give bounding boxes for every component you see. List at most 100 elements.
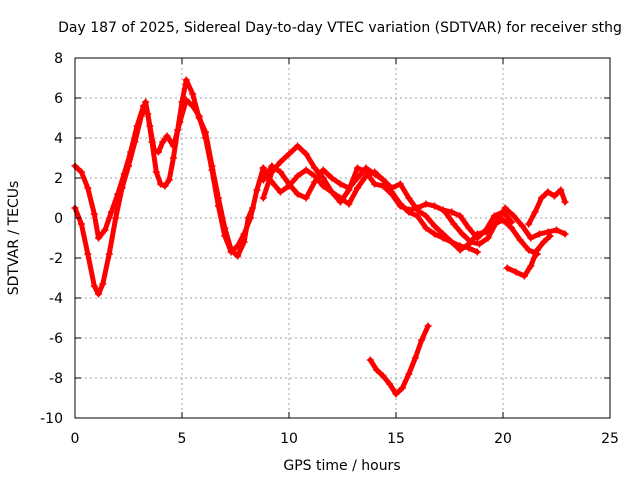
- data-point: [99, 280, 107, 288]
- data-point: [285, 150, 293, 158]
- data-point: [95, 234, 103, 242]
- data-point: [221, 232, 229, 240]
- data-point: [561, 230, 569, 238]
- data-point: [77, 168, 85, 176]
- data-point: [208, 166, 216, 174]
- data-point: [413, 206, 421, 214]
- data-point: [501, 204, 509, 212]
- y-tick-label: -4: [49, 291, 63, 307]
- data-point: [227, 248, 235, 256]
- data-point: [294, 190, 302, 198]
- data-point: [169, 142, 177, 150]
- data-point: [189, 90, 197, 98]
- data-point: [125, 162, 132, 170]
- series-arc-4: [260, 163, 540, 257]
- data-point: [302, 150, 310, 158]
- data-point: [319, 182, 327, 190]
- data-point: [527, 262, 535, 270]
- axis-ticks: 0 5 10 15 20 25 -10 -8 -6 -4 -2 0 2 4 6 8: [40, 51, 619, 447]
- data-point: [439, 234, 447, 242]
- data-point: [276, 168, 284, 176]
- data-point: [146, 122, 154, 130]
- y-tick-label: 0: [54, 211, 63, 227]
- y-tick-label: 8: [54, 51, 63, 67]
- y-tick-label: -2: [49, 251, 63, 267]
- data-point: [371, 168, 379, 176]
- data-point: [112, 214, 120, 222]
- data-point: [259, 194, 267, 202]
- data-point: [137, 112, 145, 120]
- x-tick-label: 25: [601, 431, 619, 447]
- data-point: [176, 118, 184, 126]
- data-point: [163, 132, 171, 140]
- data-point: [533, 246, 541, 254]
- data-point: [311, 164, 319, 172]
- data-point: [493, 218, 501, 226]
- series-arc-9: [367, 323, 431, 397]
- data-point: [538, 194, 546, 202]
- data-point: [525, 220, 533, 228]
- data-point: [131, 138, 139, 146]
- data-point: [165, 176, 173, 184]
- data-point: [448, 238, 456, 246]
- data-point: [157, 180, 165, 188]
- data-point: [550, 192, 558, 200]
- data-point: [90, 282, 98, 290]
- data-point: [561, 198, 569, 206]
- data-point: [557, 186, 565, 194]
- data-point: [512, 268, 520, 276]
- data-point: [431, 202, 439, 210]
- x-tick-label: 15: [387, 431, 405, 447]
- data-point: [294, 142, 302, 150]
- data-point: [253, 186, 261, 194]
- x-tick-label: 20: [494, 431, 512, 447]
- data-point: [546, 232, 554, 240]
- data-point: [396, 180, 404, 188]
- data-point: [553, 226, 560, 234]
- data-point: [422, 224, 430, 232]
- data-point: [311, 172, 319, 180]
- y-axis-label: SDTVAR / TECUs: [6, 181, 22, 296]
- data-point: [535, 230, 543, 238]
- chart-title: Day 187 of 2025, Sidereal Day-to-day VTE…: [58, 20, 622, 36]
- data-point: [259, 164, 267, 172]
- data-point: [202, 134, 210, 142]
- data-point: [182, 96, 190, 104]
- x-tick-label: 5: [178, 431, 187, 447]
- data-point: [77, 220, 85, 228]
- data-point: [101, 226, 109, 234]
- y-tick-label: 4: [54, 131, 63, 147]
- data-point: [482, 228, 490, 236]
- data-point: [285, 182, 293, 190]
- data-point: [95, 290, 103, 298]
- data-point: [396, 200, 404, 208]
- data-point: [142, 98, 150, 106]
- data-point: [465, 224, 473, 232]
- plot-frame: [74, 57, 611, 419]
- data-point: [450, 220, 458, 228]
- data-point: [473, 248, 481, 256]
- data-point: [490, 212, 498, 220]
- data-point: [302, 166, 310, 174]
- data-point: [246, 214, 254, 222]
- data-point: [345, 200, 353, 208]
- data-point: [90, 210, 98, 218]
- data-point: [405, 194, 413, 202]
- data-point: [386, 380, 394, 388]
- data-point: [422, 212, 430, 220]
- data-point: [240, 230, 248, 238]
- data-point: [458, 230, 466, 238]
- data-point: [418, 336, 426, 344]
- data-point: [484, 234, 492, 242]
- data-point: [189, 102, 197, 110]
- data-point: [84, 250, 92, 258]
- data-point: [527, 234, 535, 242]
- data-point: [508, 224, 516, 232]
- data-point: [268, 162, 276, 170]
- data-point: [319, 166, 327, 174]
- data-point: [405, 208, 413, 216]
- data-point: [510, 212, 518, 220]
- series-arc-8: [526, 187, 568, 227]
- data-point: [525, 246, 533, 254]
